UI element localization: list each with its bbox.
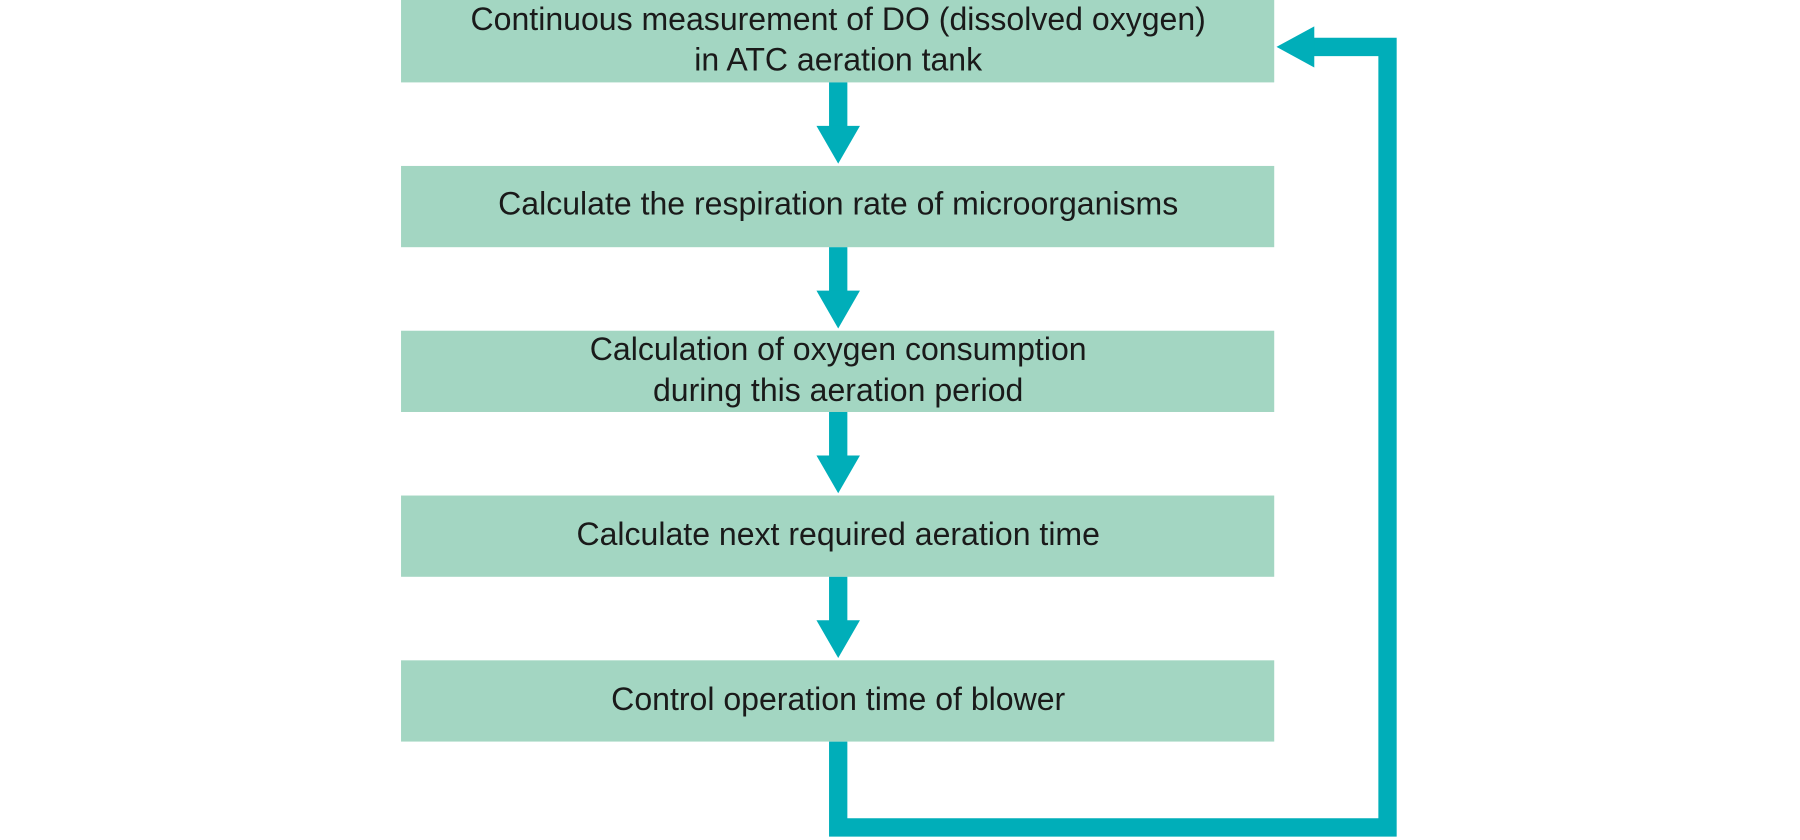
down-arrow [816, 411, 860, 494]
step-label: in ATC aeration tank [694, 41, 983, 77]
step-box [401, 0, 1275, 83]
step-box [401, 330, 1275, 412]
step-label: Calculate next required aeration time [576, 516, 1099, 552]
step-label: Continuous measurement of DO (dissolved … [471, 1, 1206, 37]
feedback-arrow [829, 26, 1397, 837]
step-box [401, 660, 1275, 742]
step-label: during this aeration period [653, 372, 1023, 408]
down-arrow [816, 576, 860, 659]
step-label: Calculate the respiration rate of microo… [498, 185, 1178, 221]
step-label: Control operation time of blower [611, 681, 1065, 717]
down-arrow [816, 82, 860, 164]
step-box [401, 165, 1275, 248]
step-label: Calculation of oxygen consumption [590, 331, 1087, 367]
step-box [401, 495, 1275, 577]
down-arrow [816, 247, 860, 329]
